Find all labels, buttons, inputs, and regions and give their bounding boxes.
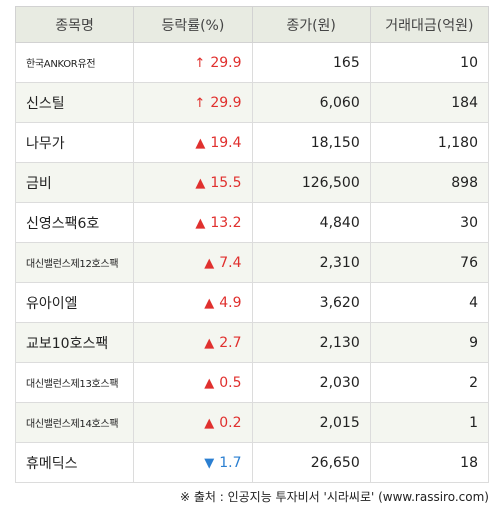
- up-arrow-icon: ▲: [204, 335, 215, 351]
- trading-value: 9: [369, 322, 490, 363]
- change-rate: 1.7: [219, 454, 242, 471]
- up-arrow-icon: ↑: [194, 55, 206, 71]
- table-row: 나무가 ▲ 19.4 18,150 1,180: [14, 122, 490, 163]
- header-name: 종목명: [14, 6, 135, 43]
- closing-price: 2,310: [251, 242, 371, 283]
- change-rate-cell: ▲ 7.4: [133, 242, 253, 283]
- trading-value: 30: [369, 202, 490, 243]
- change-rate-cell: ▼ 1.7: [133, 442, 253, 483]
- change-rate: 7.4: [219, 254, 242, 271]
- trading-value: 1: [369, 402, 490, 443]
- table-row: 대신밸런스제14호스팩 ▲ 0.2 2,015 1: [14, 402, 490, 443]
- table-row: 교보10호스팩 ▲ 2.7 2,130 9: [14, 322, 490, 363]
- change-rate: 29.9: [210, 94, 242, 111]
- stock-name: 교보10호스팩: [14, 322, 135, 363]
- trading-value: 76: [369, 242, 490, 283]
- stock-name: 한국ANKOR유전: [14, 42, 135, 83]
- trading-value: 898: [369, 162, 490, 203]
- trading-value: 1,180: [369, 122, 490, 163]
- closing-price: 6,060: [251, 82, 371, 123]
- down-arrow-icon: ▼: [204, 455, 215, 471]
- table-header: 종목명 등락률(%) 종가(원) 거래대금(억원): [14, 6, 490, 43]
- header-row: 종목명 등락률(%) 종가(원) 거래대금(억원): [14, 6, 490, 43]
- source-footer: ※ 출처 : 인공지능 투자비서 '시라씨로' (www.rassiro.com…: [179, 490, 489, 504]
- table-row: 휴메딕스 ▼ 1.7 26,650 18: [14, 442, 490, 483]
- trading-value: 18: [369, 442, 490, 483]
- change-rate-cell: ▲ 13.2: [133, 202, 253, 243]
- change-rate: 0.2: [219, 414, 242, 431]
- up-arrow-icon: ▲: [195, 215, 206, 231]
- table-row: 신영스팩6호 ▲ 13.2 4,840 30: [14, 202, 490, 243]
- stock-name: 대신밸런스제12호스팩: [14, 242, 135, 283]
- closing-price: 18,150: [251, 122, 371, 163]
- trading-value: 184: [369, 82, 490, 123]
- table-row: 유아이엘 ▲ 4.9 3,620 4: [14, 282, 490, 323]
- closing-price: 3,620: [251, 282, 371, 323]
- stock-name: 대신밸런스제13호스팩: [14, 362, 135, 403]
- change-rate: 19.4: [210, 134, 242, 151]
- change-rate: 13.2: [210, 214, 242, 231]
- table-row: 한국ANKOR유전 ↑ 29.9 165 10: [14, 42, 490, 83]
- trading-value: 10: [369, 42, 490, 83]
- stock-name: 나무가: [14, 122, 135, 163]
- table-body: 한국ANKOR유전 ↑ 29.9 165 10 신스틸 ↑ 29.9 6,060 184 나무가 ▲ 1…: [14, 42, 490, 483]
- closing-price: 2,015: [251, 402, 371, 443]
- change-rate-cell: ↑ 29.9: [133, 42, 253, 83]
- table-row: 대신밸런스제13호스팩 ▲ 0.5 2,030 2: [14, 362, 490, 403]
- header-volume: 거래대금(억원): [369, 6, 490, 43]
- header-price: 종가(원): [251, 6, 371, 43]
- change-rate-cell: ▲ 0.5: [133, 362, 253, 403]
- up-arrow-icon: ▲: [204, 295, 215, 311]
- stock-name: 신스틸: [14, 82, 135, 123]
- change-rate: 0.5: [219, 374, 242, 391]
- table-row: 대신밸런스제12호스팩 ▲ 7.4 2,310 76: [14, 242, 490, 283]
- change-rate: 2.7: [219, 334, 242, 351]
- up-arrow-icon: ▲: [204, 375, 215, 391]
- closing-price: 26,650: [251, 442, 371, 483]
- change-rate-cell: ▲ 19.4: [133, 122, 253, 163]
- up-arrow-icon: ▲: [195, 135, 206, 151]
- stock-name: 금비: [14, 162, 135, 203]
- up-arrow-icon: ▲: [195, 175, 206, 191]
- stock-name: 유아이엘: [14, 282, 135, 323]
- table-row: 신스틸 ↑ 29.9 6,060 184: [14, 82, 490, 123]
- up-arrow-icon: ▲: [204, 255, 215, 271]
- table-row: 금비 ▲ 15.5 126,500 898: [14, 162, 490, 203]
- change-rate-cell: ↑ 29.9: [133, 82, 253, 123]
- closing-price: 165: [251, 42, 371, 83]
- stock-name: 신영스팩6호: [14, 202, 135, 243]
- stock-table: 종목명 등락률(%) 종가(원) 거래대금(억원) 한국ANKOR유전 ↑ 29.9…: [14, 6, 490, 483]
- change-rate: 29.9: [210, 54, 242, 71]
- closing-price: 2,130: [251, 322, 371, 363]
- stock-name: 휴메딕스: [14, 442, 135, 483]
- up-arrow-icon: ▲: [204, 415, 215, 431]
- trading-value: 2: [369, 362, 490, 403]
- up-arrow-icon: ↑: [194, 95, 206, 111]
- closing-price: 126,500: [251, 162, 371, 203]
- change-rate-cell: ▲ 0.2: [133, 402, 253, 443]
- header-rate: 등락률(%): [133, 6, 253, 43]
- change-rate-cell: ▲ 4.9: [133, 282, 253, 323]
- change-rate-cell: ▲ 2.7: [133, 322, 253, 363]
- stock-name: 대신밸런스제14호스팩: [14, 402, 135, 443]
- change-rate: 4.9: [219, 294, 242, 311]
- change-rate: 15.5: [210, 174, 242, 191]
- trading-value: 4: [369, 282, 490, 323]
- change-rate-cell: ▲ 15.5: [133, 162, 253, 203]
- closing-price: 2,030: [251, 362, 371, 403]
- closing-price: 4,840: [251, 202, 371, 243]
